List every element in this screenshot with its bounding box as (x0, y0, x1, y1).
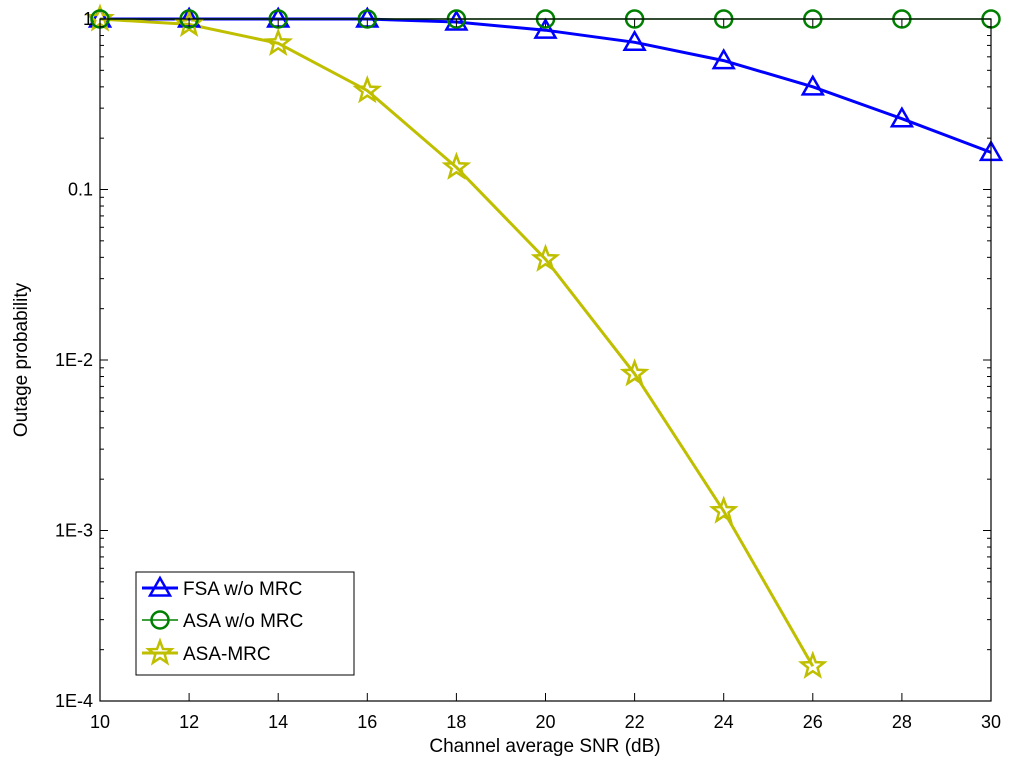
legend-label: FSA w/o MRC (183, 579, 302, 600)
legend-label: ASA w/o MRC (183, 611, 303, 632)
data-point-star (441, 151, 472, 180)
x-tick-label: 20 (535, 712, 555, 732)
series-line-star (99, 17, 815, 667)
data-point-triangle (444, 9, 469, 31)
x-tick-label: 16 (357, 712, 377, 732)
x-tick-label: 28 (892, 712, 912, 732)
data-point-triangle (711, 48, 736, 70)
y-axis-ticks: 1E-4 1E-3 1E-2 0.1 1 (55, 9, 991, 711)
x-tick-label: 26 (803, 712, 823, 732)
legend-marker-star (145, 637, 175, 666)
y-tick-label: 1E-2 (55, 350, 93, 370)
data-point-star (352, 75, 383, 104)
legend-marker-triangle (147, 575, 173, 597)
x-tick-label: 14 (268, 712, 288, 732)
data-point-triangle (889, 106, 915, 128)
y-axis-label: Outage probability (11, 282, 32, 437)
data-point-star (263, 27, 294, 56)
legend: FSA w/o MRC ASA w/o MRC ASA-MRC (135, 571, 355, 676)
y-tick-label: 1E-3 (55, 521, 93, 541)
data-point-triangle (622, 29, 647, 52)
y-tick-label: 1E-4 (55, 691, 93, 711)
x-tick-label: 22 (625, 712, 645, 732)
data-point-star (708, 495, 739, 524)
y-tick-label: 1 (83, 9, 93, 29)
y-tick-label: 0.1 (68, 180, 93, 200)
legend-label: ASA-MRC (183, 644, 271, 665)
x-axis-ticks: 10 12 14 16 18 20 22 24 26 28 30 (90, 19, 1001, 732)
data-point-star (530, 243, 561, 272)
data-point-star (797, 650, 828, 679)
x-tick-label: 24 (714, 712, 734, 732)
data-point-triangle (533, 17, 558, 39)
x-tick-label: 12 (179, 712, 199, 732)
data-point-star (619, 358, 650, 387)
x-tick-label: 10 (90, 712, 110, 732)
x-tick-label: 18 (446, 712, 466, 732)
x-axis-label: Channel average SNR (dB) (429, 736, 660, 757)
legend-marker-circle (150, 610, 170, 630)
x-tick-label: 30 (981, 712, 1001, 732)
data-point-triangle (800, 74, 825, 96)
